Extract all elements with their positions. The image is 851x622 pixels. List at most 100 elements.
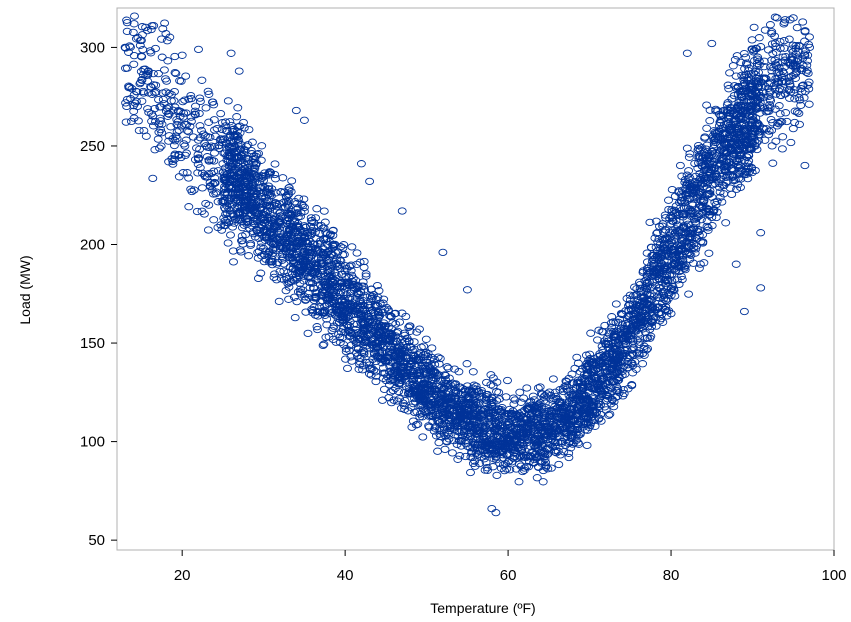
data-point xyxy=(694,264,704,272)
data-point xyxy=(509,394,518,402)
data-point xyxy=(667,208,677,216)
data-point xyxy=(238,240,248,248)
data-point xyxy=(647,243,656,252)
data-point xyxy=(166,123,176,131)
data-point xyxy=(134,126,144,135)
data-point xyxy=(299,247,309,256)
data-point xyxy=(759,57,769,65)
data-point xyxy=(195,164,205,172)
data-point xyxy=(651,217,661,225)
data-point xyxy=(613,356,623,364)
data-point xyxy=(356,311,366,319)
data-point xyxy=(270,198,280,207)
data-point xyxy=(292,275,302,283)
data-point xyxy=(170,155,179,164)
data-point xyxy=(798,18,808,26)
data-point xyxy=(515,388,525,396)
data-point xyxy=(253,254,263,262)
data-point xyxy=(355,258,365,266)
data-point xyxy=(770,13,780,21)
data-point xyxy=(731,157,741,165)
data-point xyxy=(776,91,786,100)
data-point xyxy=(218,160,228,168)
data-point xyxy=(439,379,449,387)
data-point xyxy=(160,19,170,27)
data-point xyxy=(284,295,294,303)
data-point xyxy=(324,282,334,291)
data-point xyxy=(301,308,311,316)
data-point xyxy=(526,397,536,405)
data-point xyxy=(673,228,683,236)
data-point xyxy=(487,450,497,458)
data-point xyxy=(516,398,526,406)
data-point xyxy=(290,313,300,322)
data-point xyxy=(532,474,542,482)
data-point xyxy=(586,397,596,405)
data-point xyxy=(567,370,577,378)
data-point xyxy=(506,436,516,444)
data-point xyxy=(154,69,163,78)
data-point xyxy=(348,283,358,291)
data-point xyxy=(775,44,785,53)
data-point xyxy=(805,33,814,41)
data-point xyxy=(631,365,641,373)
data-point xyxy=(482,378,491,387)
data-point xyxy=(298,286,308,294)
data-point xyxy=(283,279,293,288)
data-point xyxy=(405,343,415,351)
data-point xyxy=(319,224,329,232)
data-point xyxy=(591,385,601,394)
data-point xyxy=(339,341,349,349)
data-point xyxy=(755,128,765,136)
data-point xyxy=(516,428,526,436)
data-point xyxy=(796,101,806,110)
data-point xyxy=(175,112,185,120)
data-point xyxy=(207,156,217,164)
data-point xyxy=(703,190,713,198)
data-point xyxy=(777,145,787,153)
data-point xyxy=(746,137,756,145)
data-point xyxy=(607,323,617,332)
data-point xyxy=(674,226,684,234)
data-point xyxy=(306,243,316,252)
data-point xyxy=(433,417,443,425)
data-point xyxy=(313,312,323,320)
data-point xyxy=(343,364,352,373)
data-point xyxy=(217,125,227,134)
data-point xyxy=(288,244,298,253)
data-point xyxy=(233,132,243,141)
data-point xyxy=(356,297,366,306)
data-point xyxy=(514,478,524,486)
data-point xyxy=(192,207,202,216)
data-point xyxy=(501,393,511,401)
data-point xyxy=(795,120,804,129)
data-point xyxy=(735,136,745,145)
data-point xyxy=(246,239,256,248)
data-point xyxy=(779,44,789,52)
data-point xyxy=(209,190,218,198)
data-point xyxy=(404,338,414,346)
data-point xyxy=(786,88,796,96)
data-point xyxy=(468,438,478,446)
data-point xyxy=(725,69,735,77)
data-point xyxy=(788,124,798,133)
data-point xyxy=(568,379,578,387)
data-point xyxy=(319,340,329,348)
data-point xyxy=(581,351,591,359)
data-point xyxy=(662,307,672,315)
data-point xyxy=(420,377,430,385)
data-point xyxy=(332,318,342,327)
data-point xyxy=(234,182,244,190)
data-point xyxy=(219,221,229,230)
data-point xyxy=(578,405,588,413)
data-point xyxy=(468,368,478,376)
data-point xyxy=(347,243,357,251)
data-point xyxy=(454,383,464,391)
data-point xyxy=(243,163,253,172)
data-point xyxy=(138,45,148,54)
data-point xyxy=(618,310,628,319)
data-point xyxy=(327,245,337,253)
data-point xyxy=(303,329,313,338)
data-point xyxy=(734,83,743,91)
data-point xyxy=(449,424,459,432)
